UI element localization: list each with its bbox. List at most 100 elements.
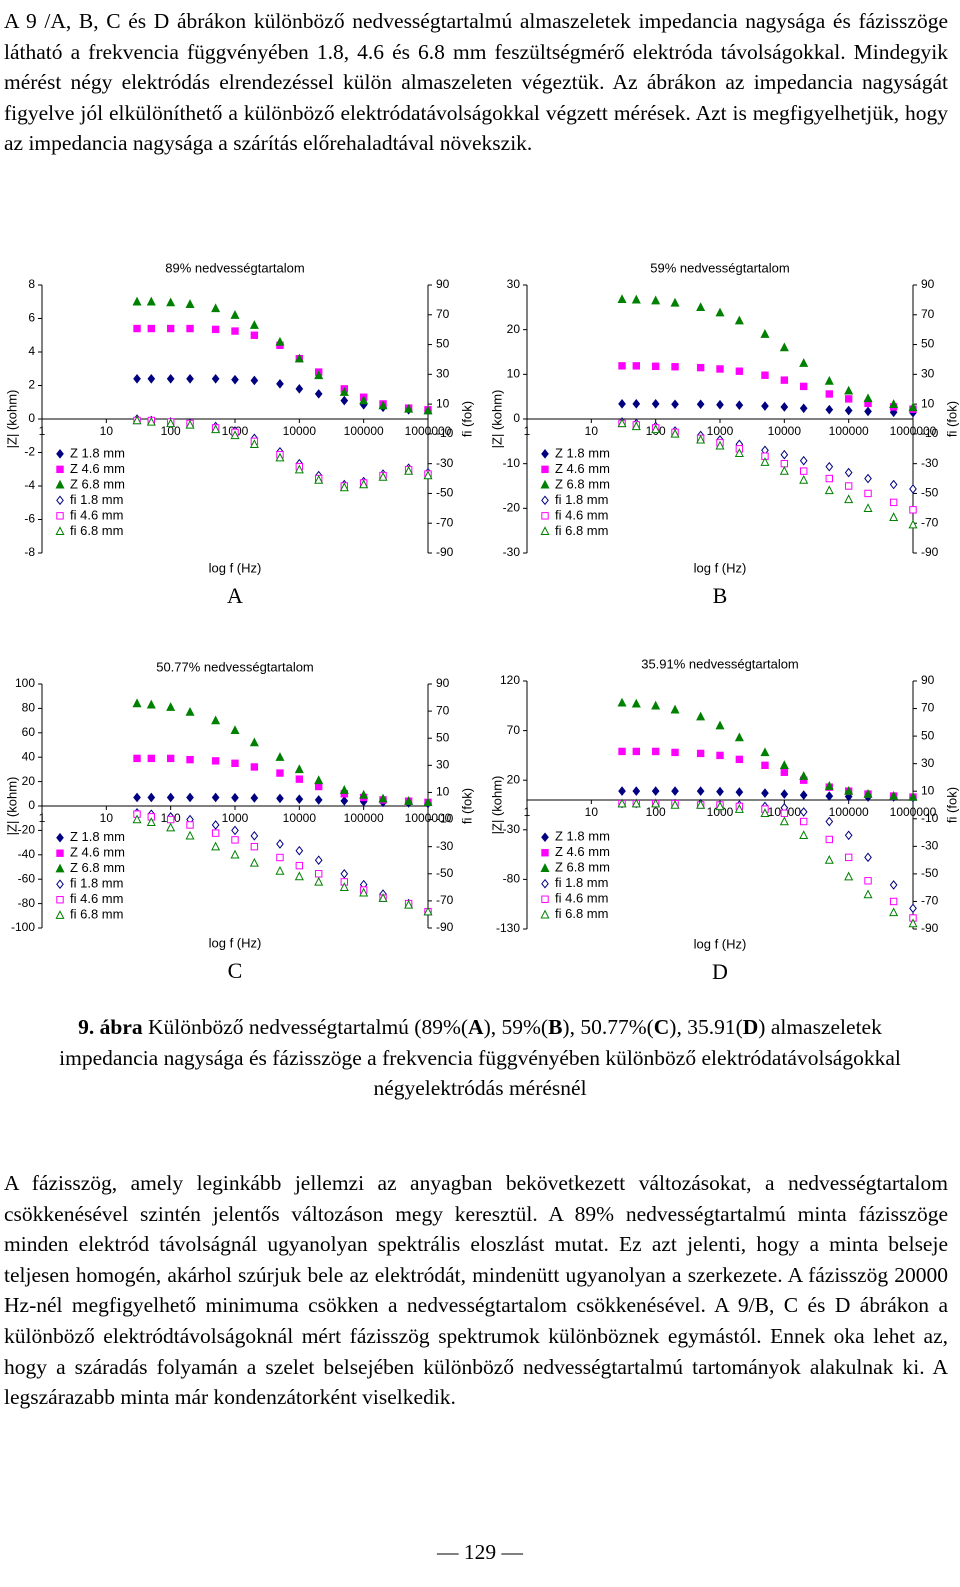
y-tick-label: -130 — [496, 921, 520, 935]
data-point — [276, 793, 284, 804]
data-point — [780, 789, 789, 799]
caption-segment: ) almaszeletek impedancia nagysága és fá… — [59, 1015, 907, 1101]
data-point — [617, 798, 627, 808]
y2-tick-label: -70 — [436, 893, 454, 907]
data-point — [211, 715, 221, 725]
data-point — [824, 485, 834, 495]
data-point — [715, 440, 725, 450]
legend-label: fi 4.6 mm — [70, 891, 123, 906]
data-point — [825, 461, 834, 472]
legend-marker — [541, 465, 549, 474]
legend-marker — [541, 495, 549, 506]
panel-label: D — [712, 959, 728, 984]
data-point — [404, 466, 414, 475]
y2-tick-label: -50 — [436, 486, 454, 500]
data-point — [166, 373, 175, 384]
y-tick-label: -20 — [503, 501, 521, 515]
data-point — [295, 775, 304, 783]
data-point — [889, 907, 899, 917]
data-point — [631, 798, 641, 808]
data-point — [735, 755, 744, 764]
y-axis-title: |Z| (kohm) — [4, 777, 19, 836]
y2-tick-label: 50 — [436, 730, 450, 744]
data-point — [824, 375, 834, 385]
y-tick-label: 2 — [28, 378, 35, 392]
data-point — [696, 786, 705, 796]
y-tick-label: 0 — [28, 798, 35, 812]
data-point — [314, 389, 323, 399]
data-point — [716, 399, 724, 410]
data-point — [133, 324, 141, 333]
y-tick-label: -100 — [11, 920, 35, 934]
legend-label: Z 6.8 mm — [555, 476, 610, 491]
y2-tick-label: 10 — [436, 785, 450, 799]
data-point — [339, 482, 349, 492]
data-point — [211, 829, 220, 837]
data-point — [909, 484, 917, 494]
data-point — [696, 399, 705, 410]
data-point — [780, 449, 789, 460]
y2-tick-label: -10 — [436, 812, 454, 826]
data-point — [166, 754, 175, 763]
x-tick-label: 100000 — [344, 424, 384, 438]
data-point — [404, 403, 414, 413]
x-tick-label: 1 — [39, 811, 46, 825]
data-point — [314, 855, 323, 866]
data-point — [359, 479, 369, 489]
data-point — [844, 830, 853, 841]
data-point — [824, 781, 834, 790]
data-point — [295, 384, 304, 394]
legend-marker — [55, 526, 65, 536]
data-point — [799, 807, 808, 817]
legend-label: fi 1.8 mm — [555, 875, 608, 890]
data-point — [651, 798, 661, 808]
data-point — [780, 768, 789, 776]
legend-marker — [540, 526, 550, 536]
data-point — [133, 754, 141, 763]
y-axis-title: |Z| (kohm) — [489, 776, 504, 835]
body-paragraph: A fázisszög, amely leginkább jellemzi az… — [4, 1171, 948, 1410]
data-point — [146, 416, 156, 426]
x-tick-label: 10 — [585, 805, 599, 819]
legend-label: Z 6.8 mm — [70, 860, 125, 875]
data-point — [889, 790, 899, 800]
data-point — [670, 704, 680, 714]
data-point — [735, 787, 744, 797]
data-point — [295, 845, 304, 856]
x-tick-label: 1000 — [707, 424, 734, 438]
y-tick-label: -6 — [24, 512, 35, 526]
y2-tick-label: -90 — [436, 545, 454, 559]
data-point — [359, 887, 369, 897]
x-tick-label: 1000000 — [405, 424, 452, 438]
data-point — [230, 310, 240, 319]
data-point — [404, 899, 414, 909]
y2-tick-label: -30 — [921, 839, 939, 853]
data-point — [825, 791, 834, 801]
data-point — [132, 814, 142, 824]
data-point — [844, 494, 854, 504]
data-point — [250, 842, 259, 851]
legend-label: fi 6.8 mm — [555, 523, 608, 538]
caption-segment: Különböző nedvességtartalmú (89%( — [142, 1015, 469, 1039]
y2-tick-label: -90 — [921, 921, 939, 935]
x-tick-label: 1000 — [707, 805, 734, 819]
data-point — [889, 880, 898, 890]
y2-tick-label: 90 — [921, 673, 935, 687]
data-point — [250, 763, 259, 771]
data-point — [133, 792, 141, 803]
figure-caption: 9. ábra Különböző nedvességtartalmú (89%… — [50, 1012, 910, 1104]
y2-tick-label: -30 — [921, 456, 939, 470]
y2-tick-label: 70 — [436, 307, 450, 321]
data-point — [249, 857, 259, 867]
data-point — [696, 711, 706, 721]
data-point — [799, 403, 808, 414]
data-point — [651, 399, 660, 409]
panel-label: C — [228, 958, 243, 983]
legend-label: fi 4.6 mm — [70, 507, 123, 522]
data-point — [651, 700, 661, 710]
chart-title: 35.91% nedvességtartalom — [641, 656, 799, 671]
data-point — [249, 439, 259, 449]
legend-label: Z 1.8 mm — [70, 445, 125, 460]
data-point — [863, 503, 873, 513]
data-point — [734, 804, 744, 813]
